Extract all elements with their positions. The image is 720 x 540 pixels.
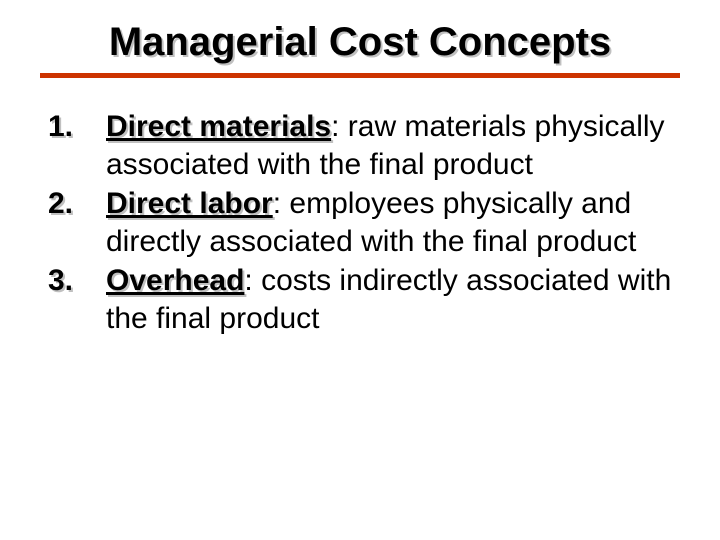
list-item: 2. Direct labor: employees physically an…	[40, 185, 680, 260]
item-term: Overhead	[106, 264, 244, 297]
slide-title: Managerial Cost Concepts	[40, 20, 680, 78]
item-term: Direct labor	[106, 187, 273, 220]
item-number: 1.	[48, 108, 73, 146]
item-number: 2.	[48, 185, 73, 223]
list-item: 1. Direct materials: raw materials physi…	[40, 108, 680, 183]
item-number: 3.	[48, 262, 73, 300]
list-item: 3. Overhead: costs indirectly associated…	[40, 262, 680, 337]
concepts-list: 1. Direct materials: raw materials physi…	[40, 108, 680, 337]
item-term: Direct materials	[106, 110, 331, 143]
